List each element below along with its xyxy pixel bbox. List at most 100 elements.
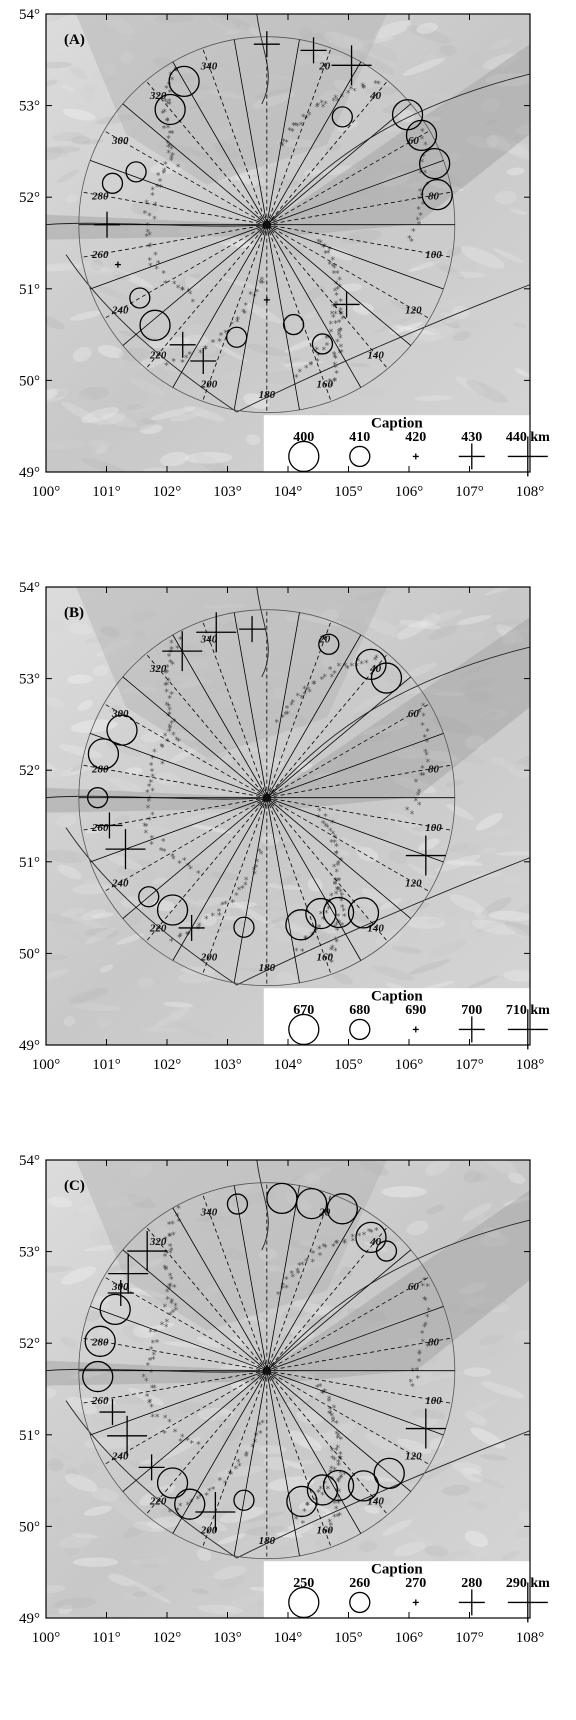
svg-text:*: *: [164, 1323, 169, 1333]
svg-text:*: *: [361, 84, 366, 94]
azimuth-label: 140: [367, 1495, 384, 1507]
depth-marker: [125, 161, 147, 183]
depth-marker: [322, 896, 355, 929]
svg-text:*: *: [237, 1462, 242, 1472]
svg-text:*: *: [153, 201, 158, 211]
svg-text:*: *: [414, 797, 419, 807]
svg-text:*: *: [330, 1412, 335, 1422]
svg-text:*: *: [329, 328, 334, 338]
depth-marker: [154, 93, 186, 126]
svg-text:*: *: [376, 80, 381, 90]
svg-text:*: *: [415, 1366, 420, 1376]
svg-text:*: *: [307, 688, 312, 698]
legend-depth-label: 260: [349, 1576, 370, 1591]
svg-text:*: *: [301, 1519, 306, 1529]
svg-text:*: *: [149, 761, 154, 771]
svg-text:*: *: [301, 113, 306, 123]
svg-text:*: *: [328, 666, 333, 676]
y-tick-label: 53°: [19, 1245, 40, 1261]
svg-text:*: *: [229, 320, 234, 330]
svg-text:*: *: [336, 918, 341, 928]
svg-text:*: *: [415, 216, 420, 226]
svg-text:*: *: [327, 246, 332, 256]
y-tick-label: 53°: [19, 99, 40, 115]
svg-text:*: *: [148, 1398, 153, 1408]
svg-text:*: *: [320, 1491, 325, 1501]
svg-text:*: *: [220, 901, 225, 911]
depth-marker: [129, 287, 151, 309]
depth-marker: [347, 1470, 380, 1502]
svg-text:*: *: [242, 309, 247, 319]
depth-marker: [226, 1193, 249, 1215]
svg-text:*: *: [316, 351, 321, 361]
svg-text:*: *: [185, 1436, 190, 1446]
svg-text:*: *: [164, 1265, 169, 1275]
svg-text:*: *: [332, 923, 337, 933]
svg-text:*: *: [322, 1242, 327, 1252]
svg-text:*: *: [425, 148, 430, 158]
svg-text:*: *: [248, 291, 253, 301]
depth-marker: [226, 326, 248, 348]
svg-text:*: *: [335, 885, 340, 895]
svg-text:*: *: [329, 1522, 334, 1532]
svg-text:*: *: [169, 938, 174, 948]
svg-text:*: *: [158, 178, 163, 188]
legend-depth-label: 270: [405, 1576, 426, 1591]
azimuth-label: 120: [405, 877, 422, 889]
y-tick-label: 53°: [19, 672, 40, 688]
svg-text:*: *: [244, 876, 249, 886]
svg-text:*: *: [334, 1505, 339, 1515]
svg-text:*: *: [334, 291, 339, 301]
svg-text:*: *: [338, 1511, 343, 1521]
svg-text:*: *: [312, 680, 317, 690]
svg-text:*: *: [159, 183, 164, 193]
svg-text:*: *: [333, 310, 338, 320]
svg-text:*: *: [323, 822, 328, 832]
depth-marker: [405, 1408, 446, 1449]
svg-text:*: *: [332, 863, 337, 873]
svg-text:*: *: [324, 909, 329, 919]
svg-text:*: *: [332, 269, 337, 279]
svg-text:*: *: [175, 1212, 180, 1222]
svg-text:*: *: [308, 361, 313, 371]
svg-text:*: *: [332, 1404, 337, 1414]
svg-text:*: *: [291, 1273, 296, 1283]
svg-text:*: *: [421, 1338, 426, 1348]
svg-text:*: *: [164, 85, 169, 95]
svg-text:*: *: [166, 140, 171, 150]
svg-text:*: *: [328, 320, 333, 330]
x-tick-label: 102°: [153, 1057, 182, 1073]
svg-text:*: *: [244, 1452, 249, 1462]
depth-marker: [99, 1293, 131, 1326]
svg-text:*: *: [423, 169, 428, 179]
svg-text:*: *: [336, 1444, 341, 1454]
svg-text:*: *: [223, 329, 228, 339]
azimuth-label: 340: [200, 1207, 218, 1219]
svg-text:*: *: [333, 355, 338, 365]
azimuth-label: 40: [369, 90, 382, 102]
svg-text:*: *: [171, 1231, 176, 1241]
svg-text:*: *: [330, 944, 335, 954]
svg-text:*: *: [178, 636, 183, 646]
svg-text:*: *: [149, 1346, 154, 1356]
svg-text:*: *: [190, 1440, 195, 1450]
triangle-icon: [261, 791, 272, 802]
depth-marker: [333, 291, 360, 318]
depth-marker: [107, 1415, 148, 1456]
svg-text:*: *: [342, 907, 347, 917]
svg-text:*: *: [306, 1501, 311, 1511]
x-tick-label: 102°: [153, 1630, 182, 1646]
svg-text:*: *: [335, 338, 340, 348]
svg-text:*: *: [335, 1239, 340, 1249]
legend-symbol: [412, 1599, 419, 1606]
depth-symbols: [86, 612, 446, 941]
svg-text:*: *: [334, 868, 339, 878]
svg-text:*: *: [145, 221, 150, 231]
svg-text:*: *: [150, 811, 155, 821]
azimuth-label: 180: [259, 962, 276, 974]
svg-text:*: *: [331, 97, 336, 107]
depth-marker: [168, 65, 200, 98]
svg-text:*: *: [186, 931, 191, 941]
svg-text:*: *: [302, 1508, 307, 1518]
svg-text:*: *: [338, 1474, 343, 1484]
